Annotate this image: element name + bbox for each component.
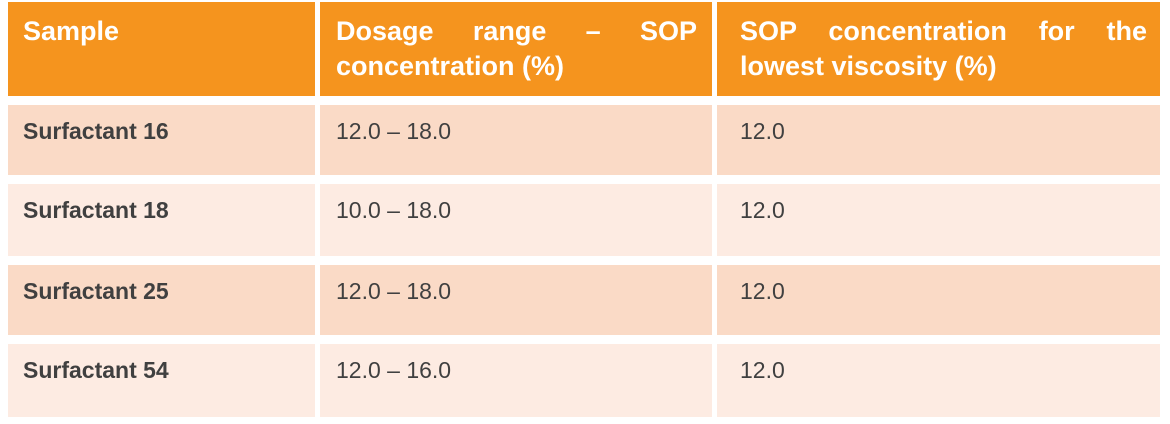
data-table: Sample Dosage range – SOP concentration …: [8, 2, 1160, 417]
header-cell-lowest-viscosity: SOP concentration for the lowest viscosi…: [717, 2, 1160, 96]
header-label-sample: Sample: [23, 16, 120, 46]
cell-lowest-viscosity-row2: 12.0: [717, 184, 1160, 256]
cell-lowest-viscosity-row3: 12.0: [717, 265, 1160, 335]
cell-lowest-viscosity-row1: 12.0: [717, 105, 1160, 175]
cell-dosage-range-row2: 10.0 – 18.0: [320, 184, 712, 256]
cell-sample-row3: Surfactant 25: [8, 265, 315, 335]
cell-dosage-range-row3: 12.0 – 18.0: [320, 265, 712, 335]
cell-sample-row4: Surfactant 54: [8, 344, 315, 417]
header-cell-sample: Sample: [8, 2, 315, 96]
header-label-lowest-viscosity-line2: lowest viscosity (%): [740, 51, 997, 81]
header-label-dosage-range-line2: concentration (%): [336, 51, 565, 81]
cell-dosage-range-row1: 12.0 – 18.0: [320, 105, 712, 175]
header-label-dosage-range-line1: Dosage range – SOP: [336, 16, 697, 46]
cell-dosage-range-row4: 12.0 – 16.0: [320, 344, 712, 417]
cell-lowest-viscosity-row4: 12.0: [717, 344, 1160, 417]
header-label-lowest-viscosity-line1: SOP concentration for the: [740, 16, 1147, 46]
cell-sample-row2: Surfactant 18: [8, 184, 315, 256]
cell-sample-row1: Surfactant 16: [8, 105, 315, 175]
header-cell-dosage-range: Dosage range – SOP concentration (%): [320, 2, 712, 96]
